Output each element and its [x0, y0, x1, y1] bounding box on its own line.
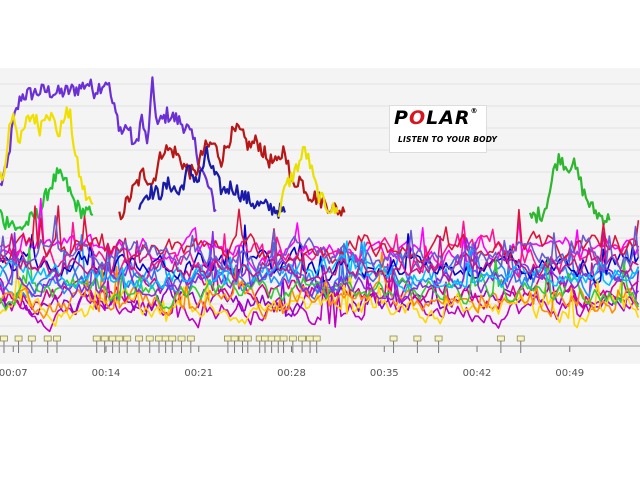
lap-marker [135, 335, 144, 342]
series-line [0, 251, 640, 320]
lap-marker [14, 335, 23, 342]
time-tick-label: 00:14 [92, 368, 121, 379]
lap-marker [243, 335, 252, 342]
polar-tagline: LISTEN TO YOUR BODY [398, 135, 498, 144]
time-tick-label: 00:49 [555, 368, 584, 379]
lap-marker [177, 335, 186, 342]
series-line [0, 106, 94, 206]
lap-marker [298, 335, 307, 342]
lap-marker [224, 335, 232, 342]
lap-marker [161, 335, 170, 342]
lap-marker [288, 335, 297, 342]
series-line [0, 167, 94, 231]
time-tick-label: 00:28 [277, 368, 306, 379]
lap-marker [145, 335, 154, 342]
lap-marker [108, 335, 117, 342]
lap-marker [516, 335, 525, 342]
lap-marker [267, 335, 276, 342]
lap-markers [0, 335, 525, 353]
lap-marker [306, 335, 314, 342]
lap-marker [43, 335, 52, 342]
lap-marker [496, 335, 505, 342]
lap-marker [389, 335, 398, 342]
lap-marker [230, 335, 239, 342]
polar-wordmark: POLAR® [394, 107, 479, 129]
lap-marker [434, 335, 443, 342]
series-line [0, 215, 640, 273]
lap-marker [115, 335, 124, 342]
lap-marker [413, 335, 422, 342]
lap-marker [53, 335, 61, 342]
series-line [0, 76, 217, 213]
lap-marker [123, 335, 132, 342]
time-tick-label: 00:07 [0, 368, 28, 379]
time-axis-ticks: 00:07 00:14 00:21 00:28 00:35 00:42 00:49 [0, 346, 584, 379]
series-line [277, 146, 339, 218]
lap-marker [27, 335, 36, 342]
lap-marker [261, 335, 269, 342]
lap-marker [279, 335, 288, 342]
time-tick-label: 00:21 [184, 368, 213, 379]
series-line [0, 247, 640, 311]
series-line [0, 231, 639, 283]
lap-marker [0, 335, 8, 342]
lap-marker [155, 335, 163, 342]
series-line [138, 145, 286, 219]
lap-marker [186, 335, 195, 342]
lap-marker [312, 335, 321, 342]
series-line [118, 122, 346, 221]
lap-marker [168, 335, 177, 342]
lap-marker [92, 335, 101, 342]
series-lines [0, 76, 640, 333]
lap-marker [100, 335, 109, 342]
polar-logo: POLAR® LISTEN TO YOUR BODY [389, 105, 497, 153]
time-tick-label: 00:42 [463, 368, 492, 379]
time-tick-label: 00:35 [370, 368, 399, 379]
series-line [528, 153, 611, 227]
